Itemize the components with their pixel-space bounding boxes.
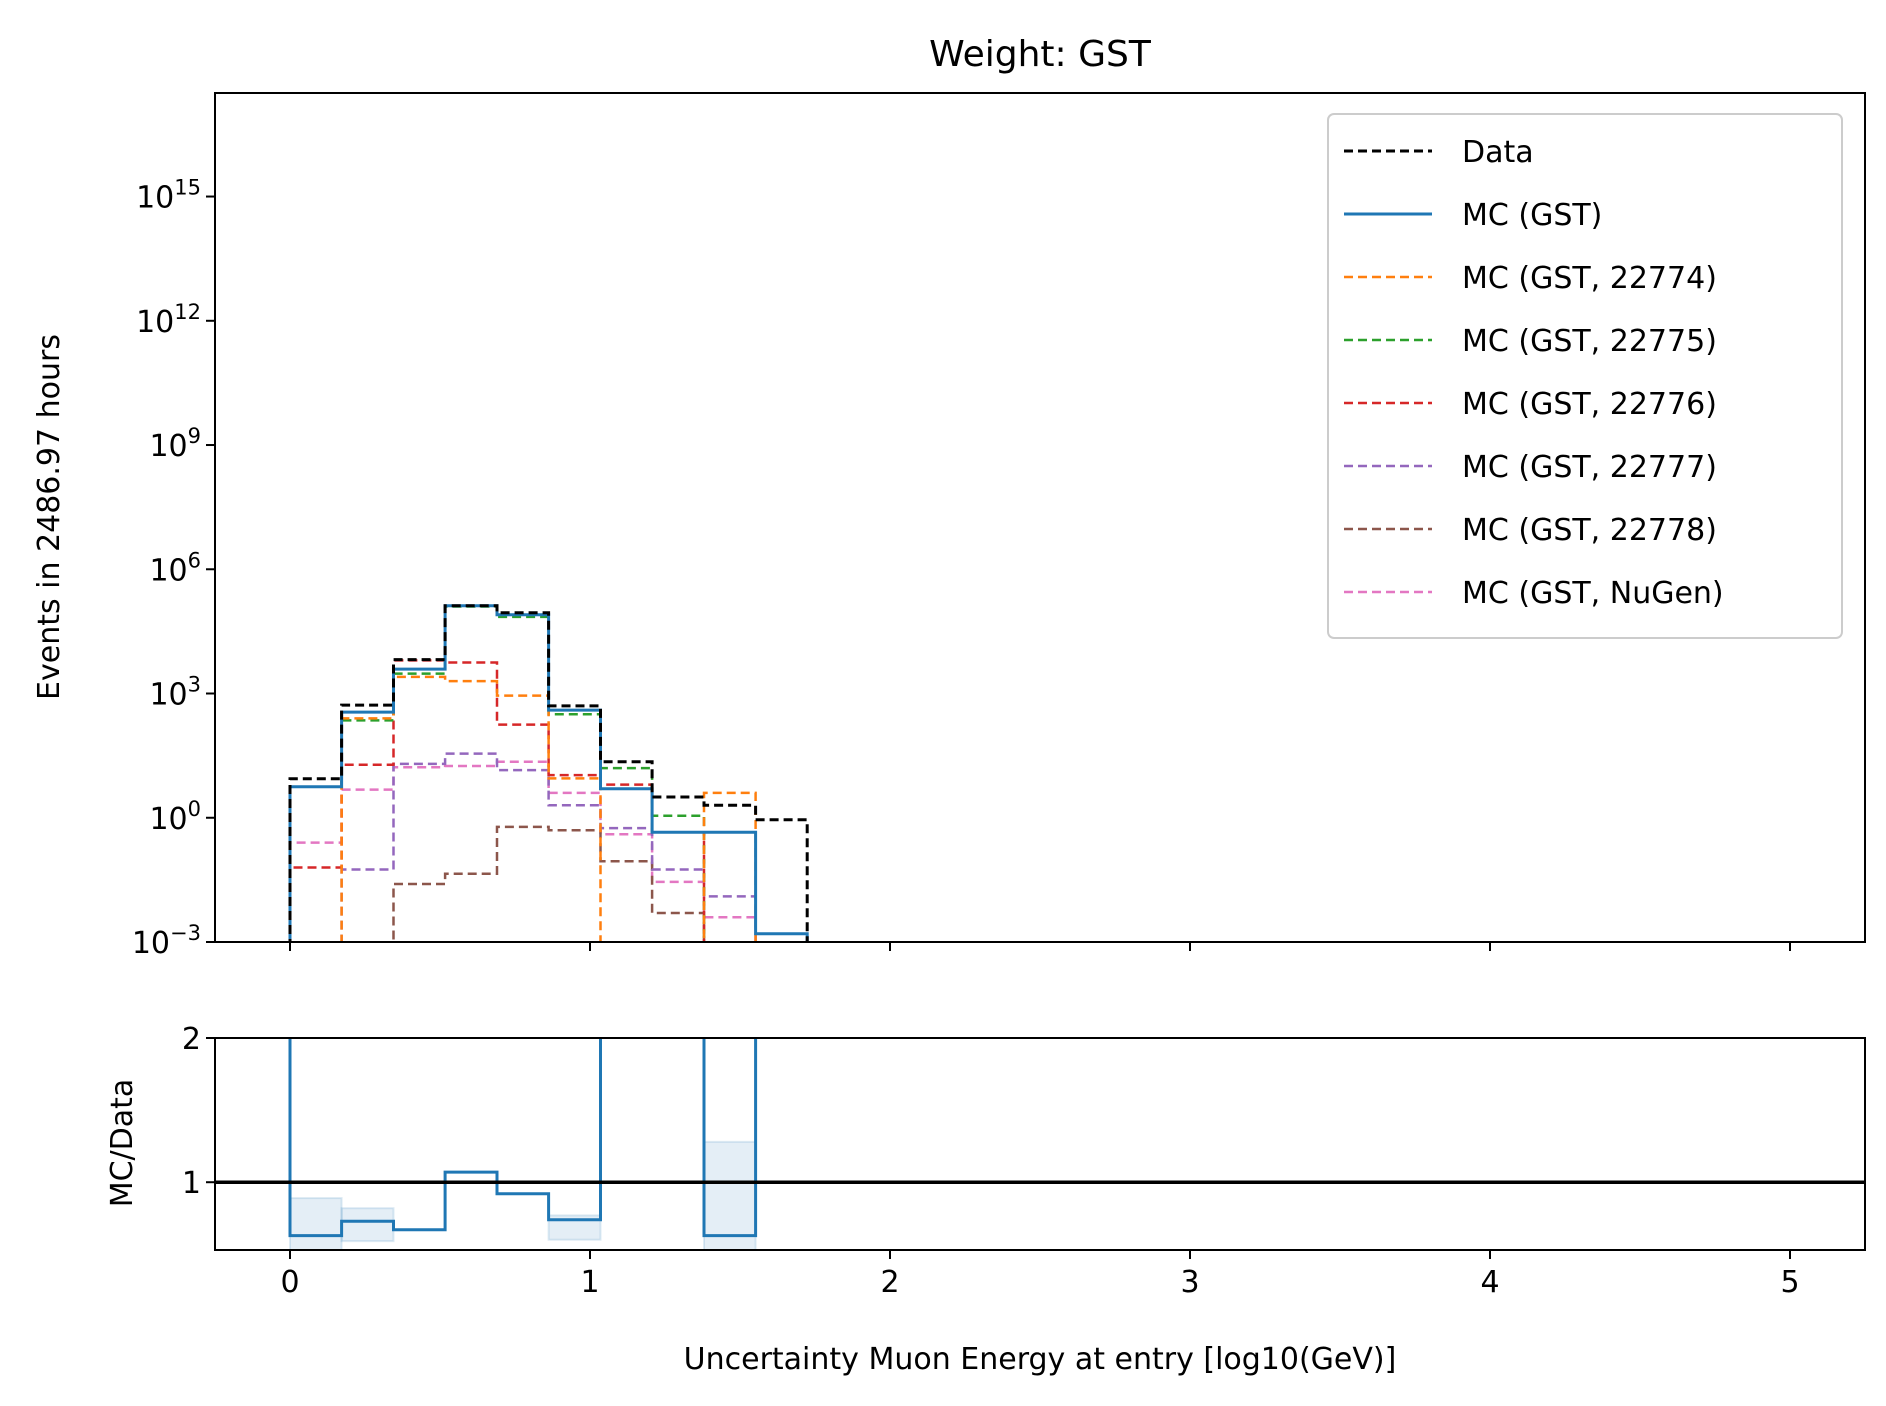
y-tick-label: 106 xyxy=(149,548,201,588)
series-mc-gst-22775 xyxy=(288,605,706,942)
main-axes: 10−3 100 103 106 109 1012 1015 xyxy=(132,176,215,961)
x-tick-label: 4 xyxy=(1480,1265,1499,1300)
x-tick-label: 1 xyxy=(580,1265,599,1300)
chart-title: Weight: GST xyxy=(929,34,1152,75)
y-tick-label: 1012 xyxy=(136,300,201,340)
ratio-series-mc-gst xyxy=(288,1038,758,1238)
legend-label: MC (GST, 22777) xyxy=(1462,450,1717,485)
ratio-axes: 12 xyxy=(182,1022,215,1201)
main-plot-area xyxy=(288,604,809,942)
x-tick-label: 2 xyxy=(880,1265,899,1300)
series-data xyxy=(288,604,809,942)
main-frame xyxy=(214,92,1866,943)
ratio-plot-area xyxy=(215,1038,1865,1250)
ratio-y-tick-label: 2 xyxy=(182,1022,201,1057)
ratio-y-tick-label: 1 xyxy=(182,1166,201,1201)
x-tick-label: 3 xyxy=(1180,1265,1199,1300)
x-axis: 0 1 2 3 4 5 xyxy=(280,942,1800,1300)
series-mc-gst-22778 xyxy=(392,825,706,942)
main-y-axis-label: Events in 2486.97 hours xyxy=(32,334,67,700)
ratio-uncertainty-band xyxy=(340,1207,395,1243)
x-axis-label: Uncertainty Muon Energy at entry [log10(… xyxy=(684,1342,1397,1377)
y-tick-label: 10−3 xyxy=(132,921,201,961)
y-tick-label: 1015 xyxy=(136,176,201,216)
legend-label: MC (GST) xyxy=(1462,198,1602,233)
legend-label: MC (GST, 22774) xyxy=(1462,261,1717,296)
x-tick-label: 0 xyxy=(280,1265,299,1300)
ratio-frame xyxy=(214,1037,1866,1251)
legend-label: MC (GST, NuGen) xyxy=(1462,576,1724,611)
x-tick-label: 5 xyxy=(1780,1265,1799,1300)
legend-label: MC (GST, 22778) xyxy=(1462,513,1717,548)
ratio-y-axis-label: MC/Data xyxy=(105,1079,140,1208)
legend-label: MC (GST, 22775) xyxy=(1462,324,1717,359)
y-tick-label: 100 xyxy=(149,797,201,837)
legend: Data MC (GST) MC (GST, 22774) MC (GST, 2277… xyxy=(1327,113,1843,639)
ratio-uncertainty-band xyxy=(289,1197,343,1250)
y-tick-label: 103 xyxy=(149,673,201,713)
series-mc-gst-22777 xyxy=(340,752,757,942)
legend-label: MC (GST, 22776) xyxy=(1462,387,1717,422)
ratio-uncertainty-band xyxy=(703,1140,757,1250)
series-mc-gst-22774 xyxy=(340,675,757,942)
y-tick-label: 109 xyxy=(149,424,201,464)
legend-box xyxy=(1327,113,1843,639)
series-mc-gst-22776 xyxy=(288,659,706,942)
legend-label: Data xyxy=(1462,135,1534,170)
